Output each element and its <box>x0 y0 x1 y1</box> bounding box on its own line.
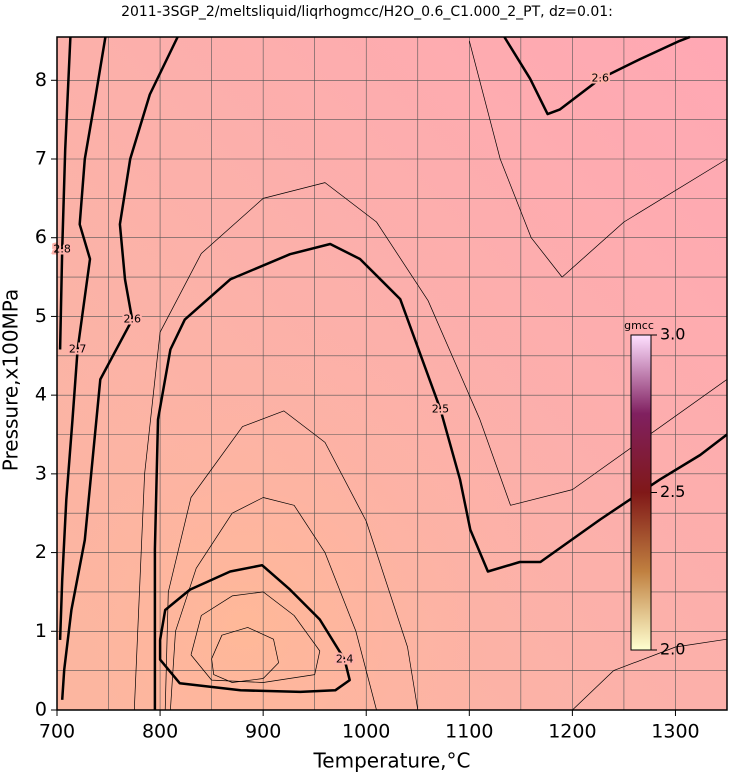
colorbar-label: gmcc <box>624 319 654 332</box>
chart-title: 2011-3SGP_2/meltsliquid/liqrhogmcc/H2O_0… <box>121 4 613 20</box>
contour-line <box>153 242 728 710</box>
contour-label: 2.8 <box>53 243 71 256</box>
contour-line <box>164 410 419 711</box>
contour-line <box>468 40 728 278</box>
y-tick-label: 7 <box>35 148 47 170</box>
contour-line <box>211 627 279 683</box>
x-tick-label: 1100 <box>445 721 493 743</box>
y-tick-label: 1 <box>35 620 47 642</box>
y-tick-label: 8 <box>35 69 47 91</box>
contour-line <box>503 35 691 116</box>
contour-line <box>158 563 351 694</box>
contour-line <box>60 36 179 700</box>
contour-line <box>572 638 728 711</box>
contour-line <box>190 591 321 683</box>
contour-line <box>170 497 377 711</box>
plot-shade <box>57 37 727 710</box>
y-tick-label: 6 <box>35 226 47 248</box>
colorbar-tick-label: 2.5 <box>660 482 685 501</box>
x-tick-label: 900 <box>245 721 281 743</box>
contour-line <box>58 36 72 350</box>
x-tick-label: 700 <box>39 721 75 743</box>
x-axis-label: Temperature,°C <box>312 749 470 773</box>
contour-label: 2.7 <box>69 342 87 355</box>
y-tick-label: 3 <box>35 462 47 484</box>
x-tick-label: 1200 <box>548 721 596 743</box>
x-tick-label: 800 <box>142 721 178 743</box>
y-tick-label: 4 <box>35 384 47 406</box>
contour-label: 2.6 <box>123 313 141 326</box>
contour-label: 2.6 <box>591 72 609 85</box>
contour-line <box>133 182 728 711</box>
y-axis-label: Pressure,x100MPa <box>0 289 23 471</box>
contour-label: 2.5 <box>432 402 450 415</box>
contour-line <box>58 36 107 640</box>
y-tick-label: 2 <box>35 541 47 563</box>
contour-label: 2.4 <box>336 653 354 666</box>
colorbar-tick-label: 3.0 <box>660 325 685 344</box>
y-tick-label: 0 <box>35 699 47 721</box>
y-tick-label: 5 <box>35 305 47 327</box>
colorbar <box>630 334 652 651</box>
x-tick-label: 1000 <box>342 721 390 743</box>
plot-frame <box>56 36 728 711</box>
x-tick-label: 1300 <box>651 721 699 743</box>
colorbar-tick-label: 2.0 <box>660 640 685 659</box>
